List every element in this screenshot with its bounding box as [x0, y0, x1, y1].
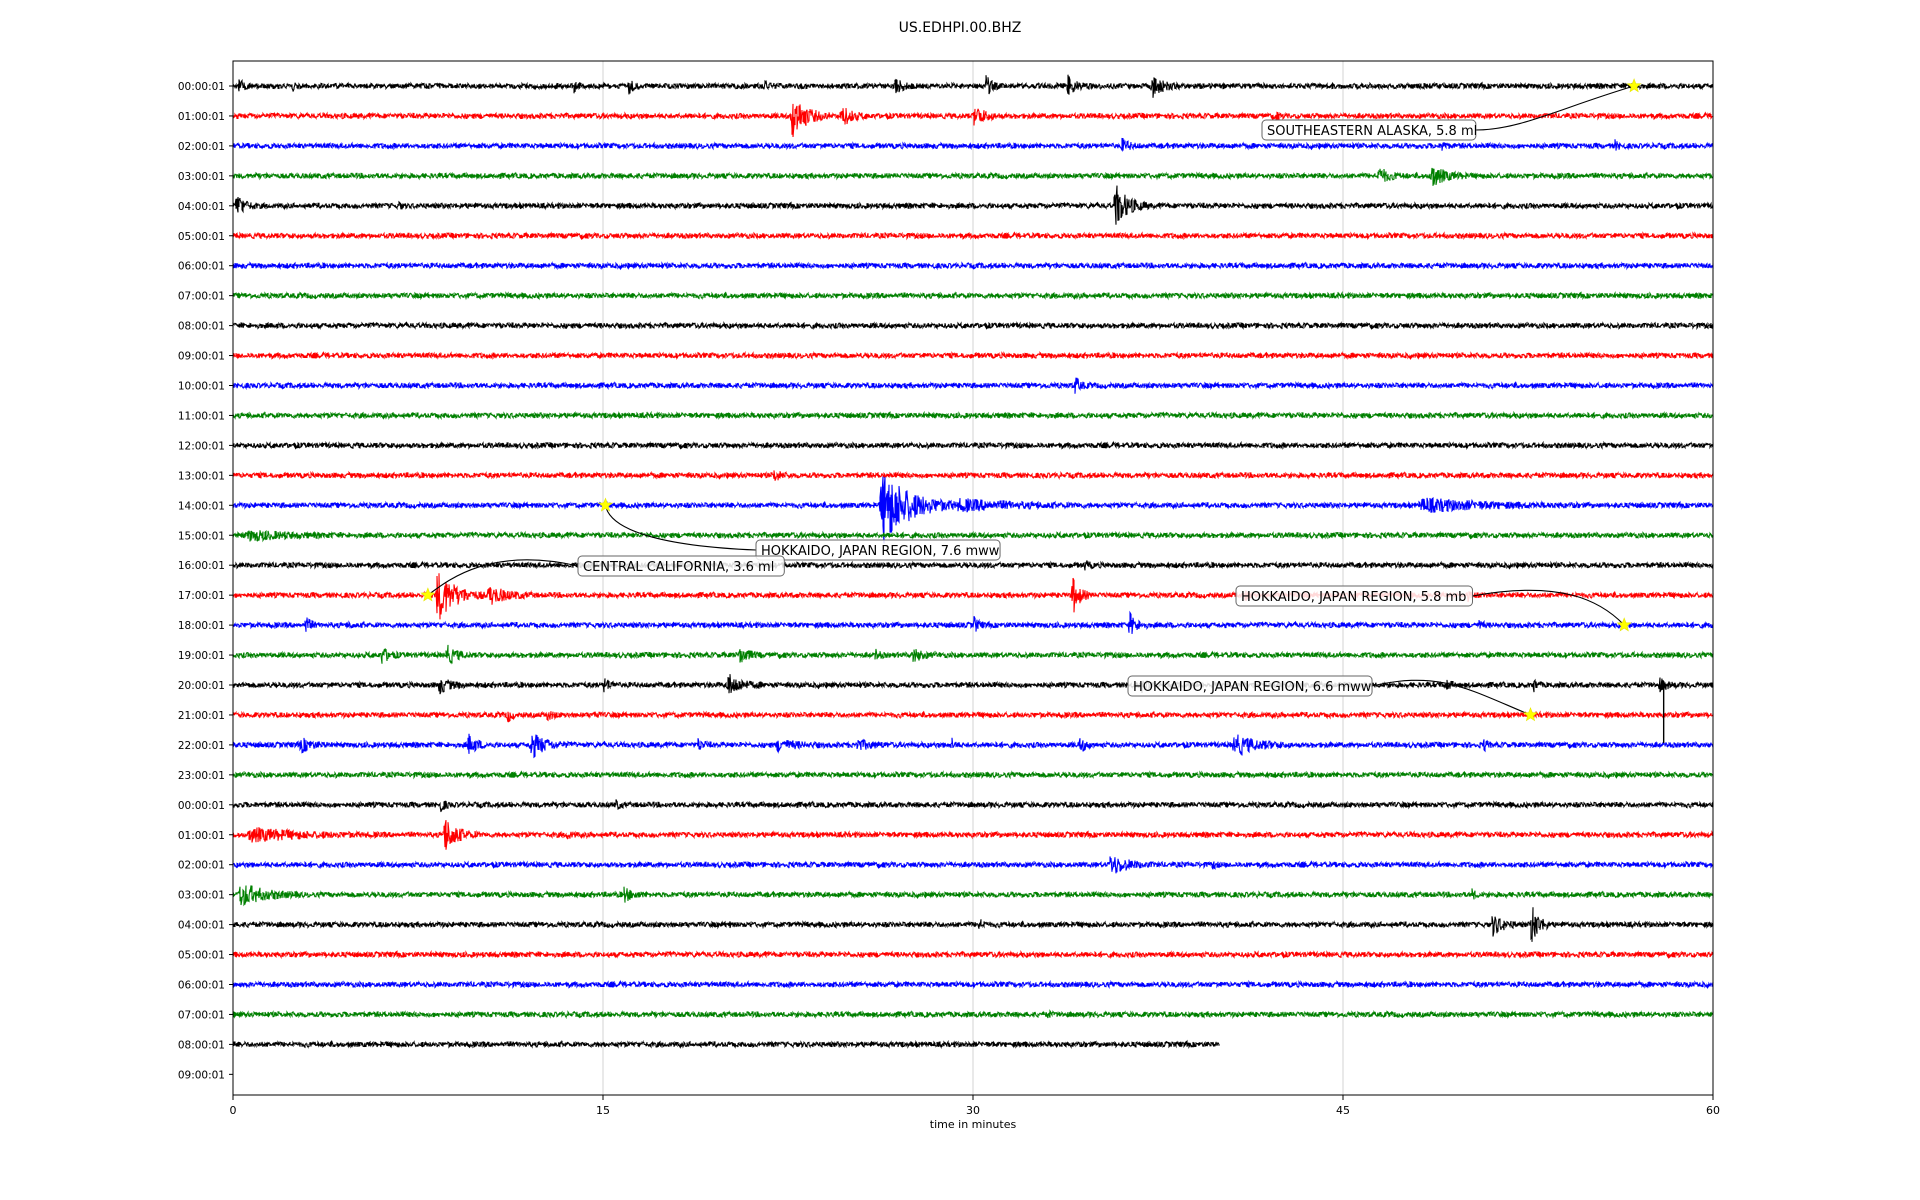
x-tick-label: 30	[966, 1104, 980, 1117]
event-label: CENTRAL CALIFORNIA, 3.6 ml	[583, 560, 774, 575]
y-tick-label: 03:00:01	[178, 171, 225, 183]
x-tick-label: 15	[596, 1104, 610, 1117]
trace-line	[232, 979, 1714, 990]
y-tick-label: 19:00:01	[178, 650, 225, 662]
trace-line	[232, 476, 1714, 544]
event-connector	[1475, 85, 1635, 131]
y-tick-label: 14:00:01	[178, 500, 225, 512]
trace-line	[232, 350, 1714, 361]
event-star-marker	[1626, 78, 1642, 93]
trace-line	[232, 644, 1714, 665]
event-label: HOKKAIDO, JAPAN REGION, 5.8 mb	[1241, 590, 1466, 605]
y-tick-label: 10:00:01	[178, 381, 225, 393]
trace-line	[232, 819, 1714, 850]
event-connector	[1472, 589, 1625, 626]
event-annotations: SOUTHEASTERN ALASKA, 5.8 ml HOKKAIDO, JAP…	[420, 78, 1642, 722]
y-tick-label: 23:00:01	[178, 770, 225, 782]
trace-line	[232, 610, 1714, 634]
y-tick-label: 08:00:01	[178, 1039, 225, 1051]
x-axis-ticks: 0 15 30 45 60	[230, 1095, 1720, 1117]
y-tick-label: 06:00:01	[178, 261, 225, 273]
y-tick-label: 17:00:01	[178, 590, 225, 602]
trace-line	[232, 529, 1714, 543]
y-tick-label: 15:00:01	[178, 530, 225, 542]
trace-line	[232, 74, 1714, 98]
trace-line	[232, 410, 1714, 421]
y-tick-label: 21:00:01	[178, 710, 225, 722]
y-tick-label: 06:00:01	[178, 980, 225, 992]
trace-line	[232, 137, 1714, 153]
event-star-marker	[420, 587, 436, 602]
event-label-box	[577, 555, 785, 577]
y-tick-label: 09:00:01	[178, 1069, 225, 1081]
event-star-marker	[1523, 707, 1538, 722]
y-tick-label: 20:00:01	[178, 680, 225, 692]
y-tick-label: 05:00:01	[178, 231, 225, 243]
y-tick-label: 01:00:01	[178, 111, 225, 123]
trace-group	[232, 74, 1714, 1050]
y-tick-label: 02:00:01	[178, 141, 225, 153]
event-connector	[427, 559, 579, 596]
y-tick-label: 00:00:01	[178, 800, 225, 812]
grid-lines	[602, 61, 1344, 1095]
trace-line	[232, 674, 1714, 695]
x-tick-label: 60	[1706, 1104, 1720, 1117]
trace-line	[232, 770, 1714, 780]
trace-line	[232, 290, 1714, 301]
event-star-marker	[1616, 617, 1632, 632]
y-tick-label: 07:00:01	[178, 1009, 225, 1021]
event-label-box	[1261, 119, 1477, 141]
chart-title: US.EDHPI.00.BHZ	[898, 20, 1022, 36]
y-tick-label: 13:00:01	[178, 470, 225, 482]
event-label-box	[755, 539, 1001, 561]
y-tick-label: 00:00:01	[178, 81, 225, 93]
y-tick-label: 04:00:01	[178, 201, 225, 213]
y-tick-label: 02:00:01	[178, 860, 225, 872]
y-tick-label: 08:00:01	[178, 321, 225, 333]
y-tick-label: 22:00:01	[178, 740, 225, 752]
event-label-box	[1235, 585, 1473, 607]
trace-line	[232, 167, 1714, 186]
y-tick-label: 16:00:01	[178, 560, 225, 572]
y-tick-label: 07:00:01	[178, 291, 225, 303]
trace-line	[232, 377, 1714, 394]
y-tick-label: 12:00:01	[178, 440, 225, 452]
event-label: HOKKAIDO, JAPAN REGION, 7.6 mww	[761, 544, 1000, 559]
y-tick-label: 01:00:01	[178, 830, 225, 842]
y-tick-label: 09:00:01	[178, 351, 225, 363]
trace-line	[232, 1039, 1220, 1050]
y-tick-label: 11:00:01	[178, 410, 225, 422]
event-label-box	[1127, 675, 1373, 697]
y-axis-tick-labels: 00:00:01 01:00:01 02:00:01 03:00:01 04:00:01…	[178, 81, 233, 1081]
trace-line	[232, 856, 1714, 874]
trace-line	[232, 885, 1714, 907]
trace-line	[232, 733, 1714, 759]
y-tick-label: 18:00:01	[178, 620, 225, 632]
trace-line	[232, 710, 1714, 723]
trace-line	[232, 560, 1714, 571]
trace-line	[232, 320, 1714, 331]
event-star-marker	[597, 497, 613, 512]
trace-line	[232, 799, 1714, 813]
event-label: SOUTHEASTERN ALASKA, 5.8 ml	[1267, 124, 1477, 139]
trace-line	[232, 470, 1714, 481]
trace-line	[232, 103, 1714, 138]
y-tick-label: 03:00:01	[178, 890, 225, 902]
trace-line	[232, 261, 1714, 271]
trace-line	[232, 440, 1714, 451]
x-tick-label: 45	[1336, 1104, 1350, 1117]
event-connector	[1371, 679, 1531, 716]
trace-line	[232, 1009, 1714, 1020]
trace-line	[232, 231, 1714, 241]
y-tick-label: 05:00:01	[178, 950, 225, 962]
x-axis-label: time in minutes	[929, 1118, 1017, 1131]
trace-line	[232, 185, 1714, 225]
trace-line	[232, 907, 1714, 942]
y-tick-label: 04:00:01	[178, 920, 225, 932]
event-connector	[604, 505, 757, 551]
trace-line	[232, 949, 1714, 960]
x-tick-label: 0	[230, 1104, 237, 1117]
event-label: HOKKAIDO, JAPAN REGION, 6.6 mww	[1133, 680, 1372, 695]
